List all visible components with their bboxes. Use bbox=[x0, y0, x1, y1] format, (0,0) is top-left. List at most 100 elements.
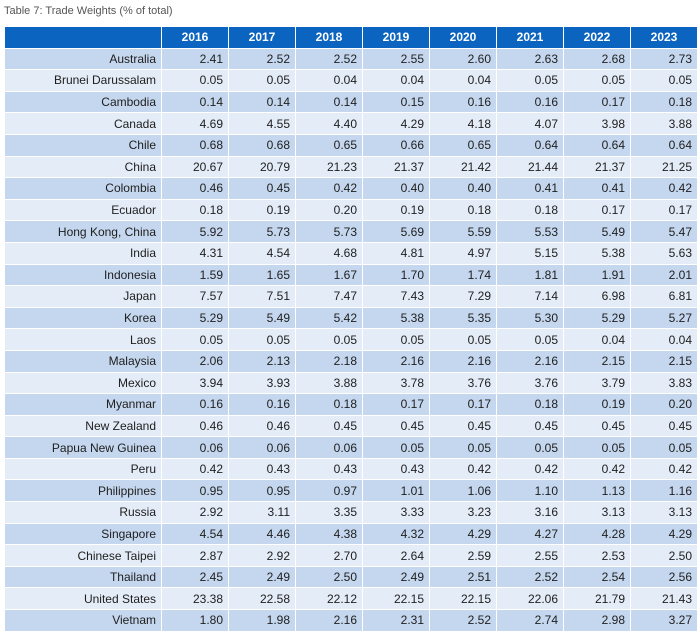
value-cell: 0.05 bbox=[563, 69, 631, 92]
value-cell: 0.65 bbox=[429, 133, 497, 157]
country-cell: Ecuador bbox=[4, 198, 162, 222]
value-cell: 0.68 bbox=[228, 133, 296, 157]
value-cell: 2.16 bbox=[295, 609, 363, 632]
value-cell: 3.27 bbox=[630, 609, 698, 632]
value-cell: 3.13 bbox=[563, 501, 631, 524]
value-cell: 2.41 bbox=[161, 47, 229, 71]
value-cell: 0.40 bbox=[429, 177, 497, 200]
value-cell: 0.45 bbox=[429, 414, 497, 438]
value-cell: 2.50 bbox=[630, 544, 698, 567]
value-cell: 1.59 bbox=[161, 263, 229, 287]
value-cell: 2.49 bbox=[228, 565, 296, 589]
value-cell: 5.38 bbox=[362, 306, 430, 330]
value-cell: 4.07 bbox=[496, 112, 564, 135]
table-row: Brunei Darussalam 0.05 0.05 0.04 0.04 0.04 0.0… bbox=[4, 69, 698, 92]
value-cell: 0.18 bbox=[295, 393, 363, 416]
value-cell: 0.41 bbox=[496, 177, 564, 200]
value-cell: 3.33 bbox=[362, 501, 430, 524]
value-cell: 5.30 bbox=[496, 306, 564, 330]
header-year-2022: 2022 bbox=[563, 26, 631, 49]
value-cell: 21.44 bbox=[496, 155, 564, 179]
value-cell: 0.46 bbox=[161, 177, 229, 200]
value-cell: 5.59 bbox=[429, 220, 497, 243]
value-cell: 1.67 bbox=[295, 263, 363, 287]
value-cell: 0.45 bbox=[295, 414, 363, 438]
value-cell: 2.68 bbox=[563, 47, 631, 71]
country-cell: Vietnam bbox=[4, 609, 162, 632]
value-cell: 4.29 bbox=[429, 522, 497, 546]
value-cell: 0.18 bbox=[496, 393, 564, 416]
value-cell: 0.18 bbox=[496, 198, 564, 222]
value-cell: 0.16 bbox=[161, 393, 229, 416]
value-cell: 4.31 bbox=[161, 241, 229, 265]
country-cell: Cambodia bbox=[4, 90, 162, 114]
country-cell: Thailand bbox=[4, 565, 162, 589]
value-cell: 3.79 bbox=[563, 371, 631, 395]
value-cell: 7.57 bbox=[161, 285, 229, 308]
value-cell: 0.06 bbox=[295, 436, 363, 459]
value-cell: 3.94 bbox=[161, 371, 229, 395]
value-cell: 3.83 bbox=[630, 371, 698, 395]
header-year-2021: 2021 bbox=[496, 26, 564, 49]
value-cell: 5.63 bbox=[630, 241, 698, 265]
value-cell: 0.04 bbox=[295, 69, 363, 92]
value-cell: 0.14 bbox=[295, 90, 363, 114]
country-cell: Hong Kong, China bbox=[4, 220, 162, 243]
value-cell: 7.43 bbox=[362, 285, 430, 308]
value-cell: 5.47 bbox=[630, 220, 698, 243]
value-cell: 1.70 bbox=[362, 263, 430, 287]
value-cell: 0.68 bbox=[161, 133, 229, 157]
table-row: Singapore 4.54 4.46 4.38 4.32 4.29 4.27 4.28 4.2… bbox=[4, 522, 698, 546]
value-cell: 2.16 bbox=[496, 349, 564, 373]
value-cell: 3.88 bbox=[295, 371, 363, 395]
value-cell: 21.25 bbox=[630, 155, 698, 179]
value-cell: 4.81 bbox=[362, 241, 430, 265]
table-row: Laos 0.05 0.05 0.05 0.05 0.05 0.05 0.04 0.04 bbox=[4, 328, 698, 351]
value-cell: 1.98 bbox=[228, 609, 296, 632]
value-cell: 0.16 bbox=[228, 393, 296, 416]
table-caption: Table 7: Trade Weights (% of total) bbox=[4, 5, 173, 17]
value-cell: 4.29 bbox=[630, 522, 698, 546]
value-cell: 21.43 bbox=[630, 587, 698, 611]
value-cell: 4.32 bbox=[362, 522, 430, 546]
value-cell: 21.37 bbox=[362, 155, 430, 179]
value-cell: 0.17 bbox=[563, 90, 631, 114]
value-cell: 2.87 bbox=[161, 544, 229, 567]
value-cell: 7.14 bbox=[496, 285, 564, 308]
value-cell: 1.06 bbox=[429, 479, 497, 503]
value-cell: 2.98 bbox=[563, 609, 631, 632]
value-cell: 21.42 bbox=[429, 155, 497, 179]
value-cell: 1.01 bbox=[362, 479, 430, 503]
value-cell: 0.64 bbox=[496, 133, 564, 157]
value-cell: 0.17 bbox=[563, 198, 631, 222]
value-cell: 0.45 bbox=[228, 177, 296, 200]
country-cell: Malaysia bbox=[4, 349, 162, 373]
header-year-2020: 2020 bbox=[429, 26, 497, 49]
value-cell: 0.40 bbox=[362, 177, 430, 200]
value-cell: 0.05 bbox=[496, 436, 564, 459]
value-cell: 22.15 bbox=[362, 587, 430, 611]
country-cell: Korea bbox=[4, 306, 162, 330]
value-cell: 2.55 bbox=[496, 544, 564, 567]
value-cell: 2.50 bbox=[295, 565, 363, 589]
value-cell: 1.10 bbox=[496, 479, 564, 503]
value-cell: 3.98 bbox=[563, 112, 631, 135]
value-cell: 22.06 bbox=[496, 587, 564, 611]
value-cell: 4.29 bbox=[362, 112, 430, 135]
value-cell: 1.80 bbox=[161, 609, 229, 632]
value-cell: 3.35 bbox=[295, 501, 363, 524]
value-cell: 0.05 bbox=[563, 436, 631, 459]
value-cell: 5.15 bbox=[496, 241, 564, 265]
value-cell: 0.46 bbox=[228, 414, 296, 438]
value-cell: 0.05 bbox=[161, 69, 229, 92]
value-cell: 0.05 bbox=[362, 436, 430, 459]
value-cell: 5.35 bbox=[429, 306, 497, 330]
value-cell: 2.51 bbox=[429, 565, 497, 589]
value-cell: 23.38 bbox=[161, 587, 229, 611]
value-cell: 2.52 bbox=[429, 609, 497, 632]
table-header-row: 2016 2017 2018 2019 2020 2021 2022 2023 bbox=[4, 26, 698, 49]
country-cell: Colombia bbox=[4, 177, 162, 200]
value-cell: 0.18 bbox=[429, 198, 497, 222]
country-cell: Laos bbox=[4, 328, 162, 351]
value-cell: 2.31 bbox=[362, 609, 430, 632]
